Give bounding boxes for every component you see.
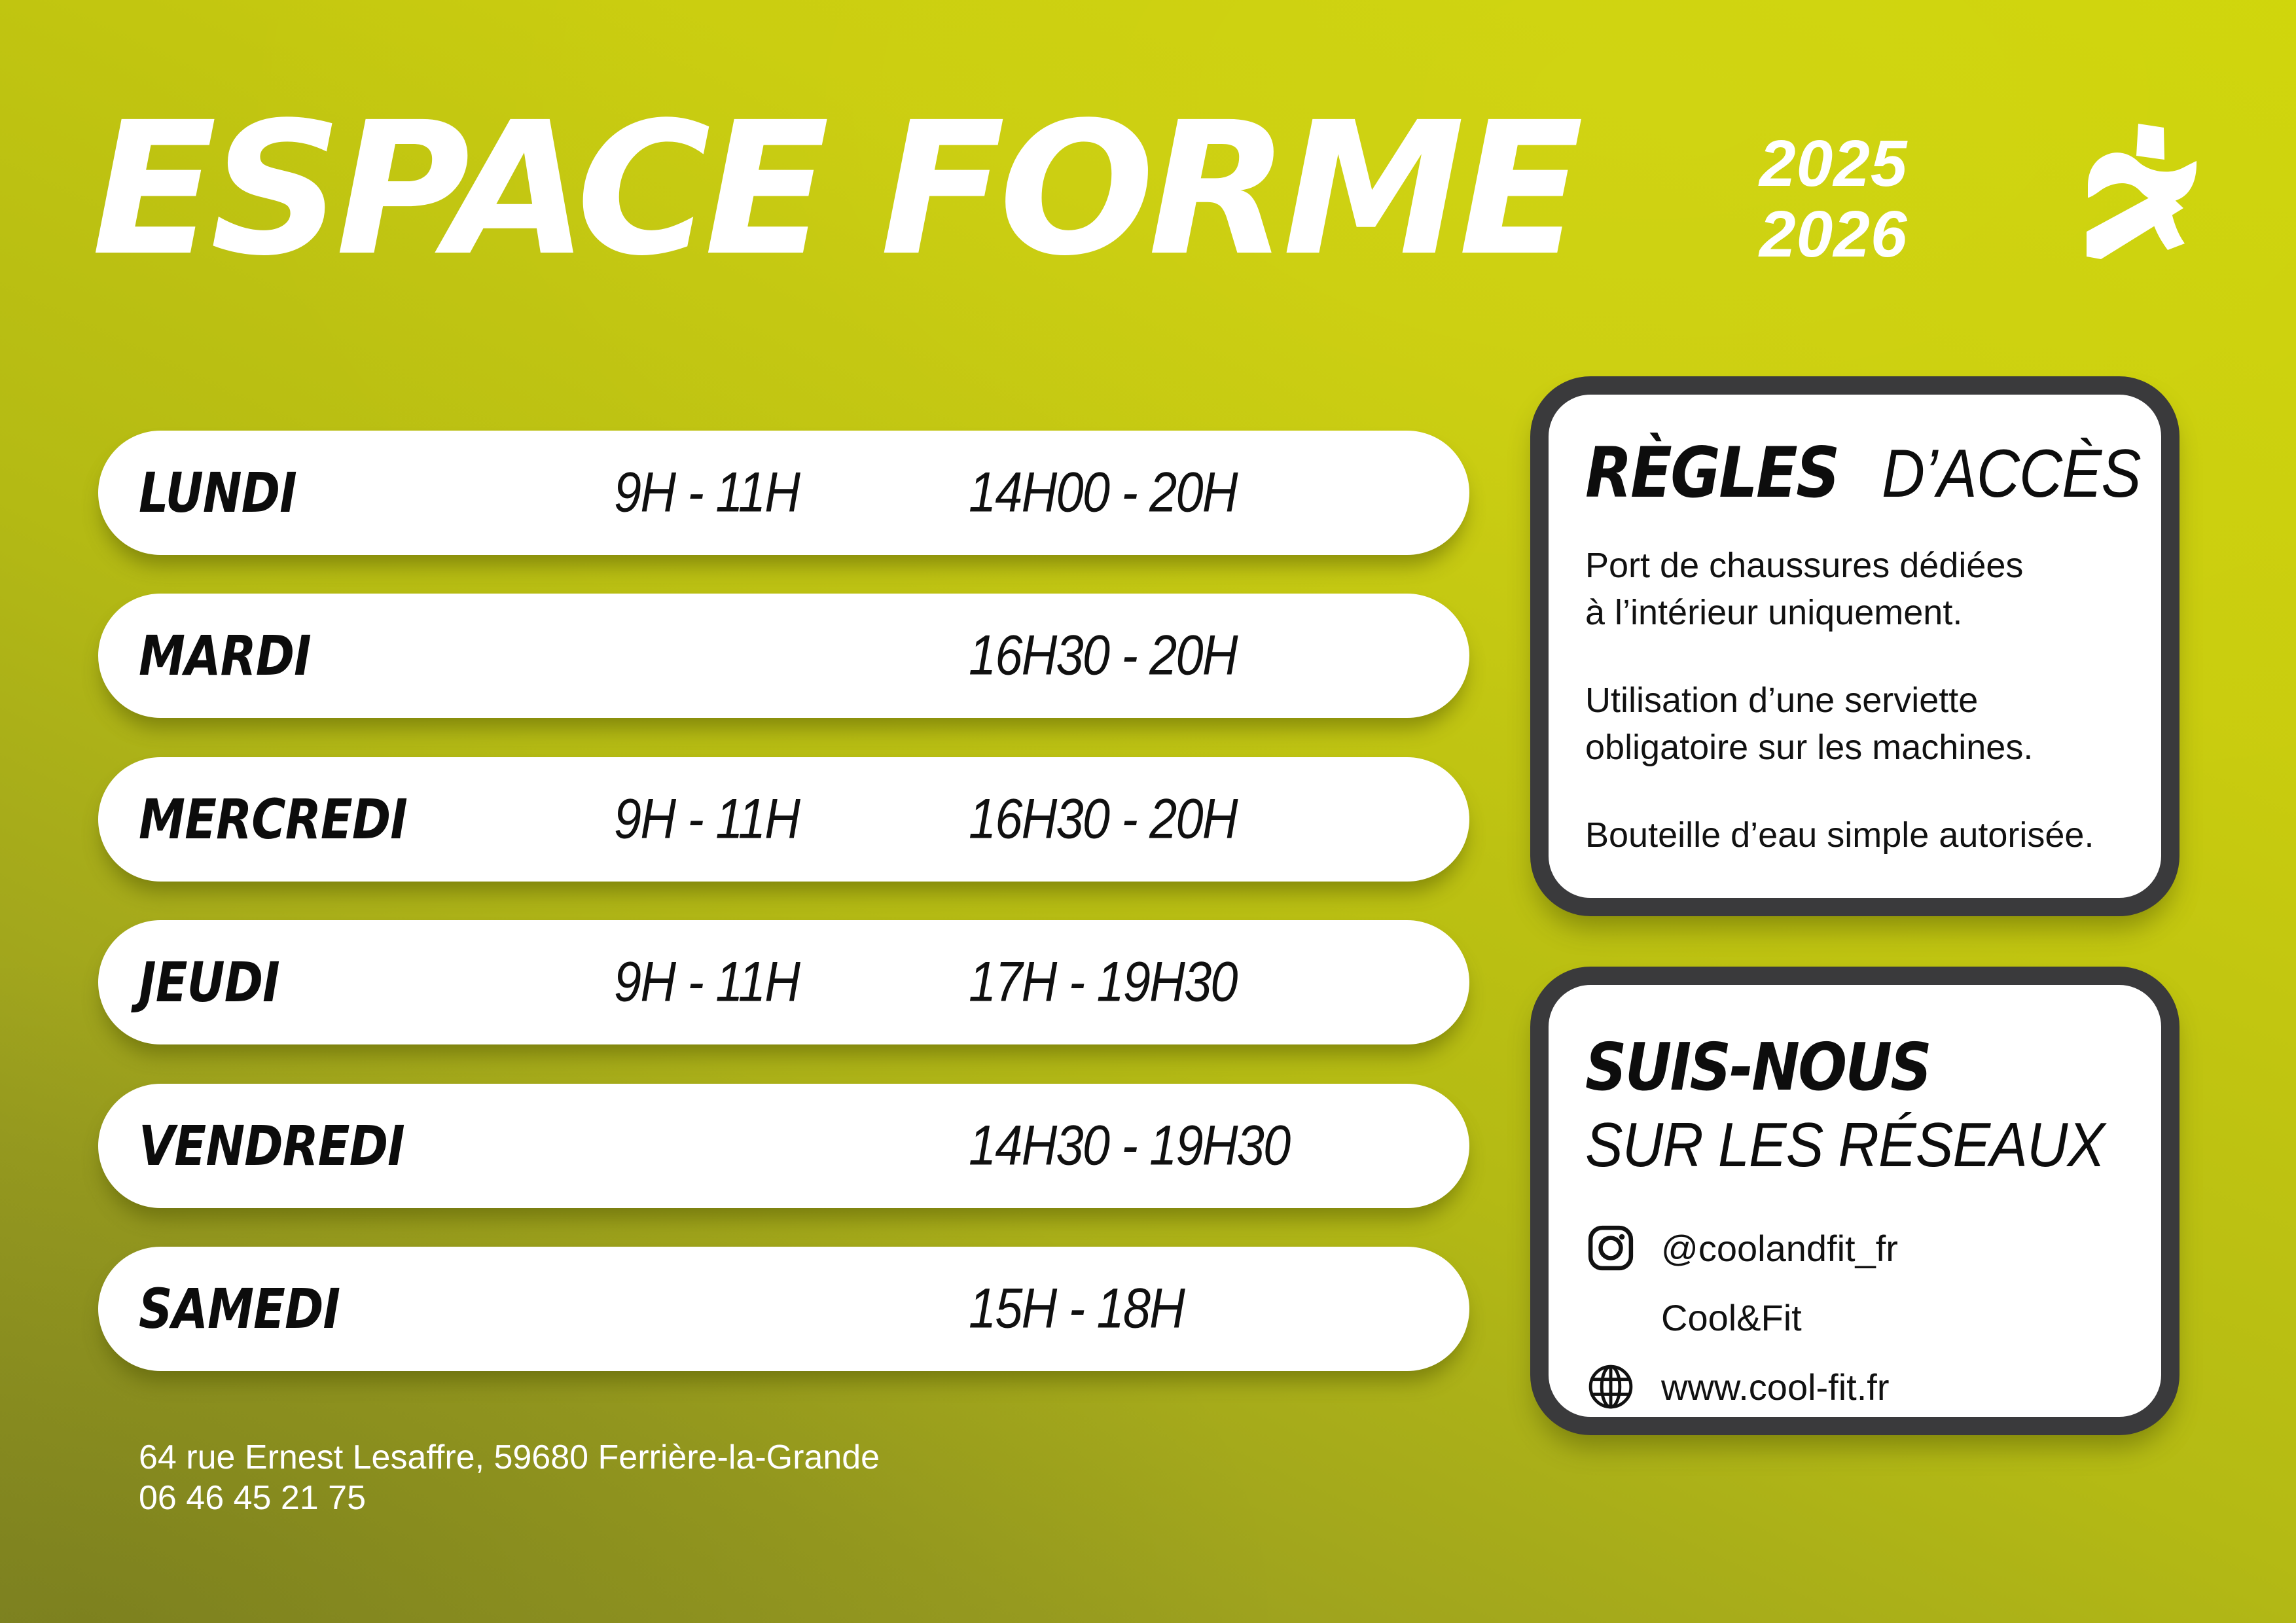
schedule-row-jeudi: JEUDI 9H - 11H 17H - 19H30 xyxy=(98,920,1469,1044)
rules-title-light: D’ACCÈS xyxy=(1882,436,2141,512)
social-links: @coolandfit_fr Cool&Fit www.cool-fit.fr xyxy=(1585,1222,2128,1413)
day-label: LUNDI xyxy=(139,461,297,525)
phone-number: 06 46 45 21 75 xyxy=(139,1479,366,1517)
instagram-handle: @coolandfit_fr xyxy=(1661,1227,1898,1269)
season-year-1: 2025 xyxy=(1759,127,1908,200)
day-label: VENDREDI xyxy=(139,1114,405,1178)
morning-hours: 9H - 11H xyxy=(614,950,800,1014)
rules-card-title: RÈGLES D’ACCÈS xyxy=(1585,433,2142,513)
website-item: www.cool-fit.fr xyxy=(1585,1361,2128,1413)
evening-hours: 15H - 18H xyxy=(969,1277,1185,1340)
rules-list: Port de chaussures dédiées à l’intérieur… xyxy=(1585,542,2128,859)
account-name: Cool&Fit xyxy=(1661,1296,1802,1338)
evening-hours: 17H - 19H30 xyxy=(969,950,1238,1014)
evening-hours: 16H30 - 20H xyxy=(969,624,1238,687)
morning-hours: 9H - 11H xyxy=(614,787,800,851)
rule-item: Utilisation d’une serviette obligatoire … xyxy=(1585,681,2034,767)
runner-logo-icon xyxy=(2087,124,2197,259)
schedule-row-lundi: LUNDI 9H - 11H 14H00 - 20H xyxy=(98,431,1469,555)
day-label: JEUDI xyxy=(139,950,280,1014)
schedule-row-vendredi: VENDREDI 14H30 - 19H30 xyxy=(98,1084,1469,1208)
address-line: 64 rue Ernest Lesaffre, 59680 Ferrière-l… xyxy=(139,1438,880,1476)
day-label: SAMEDI xyxy=(139,1277,340,1341)
morning-hours: 9H - 11H xyxy=(614,461,800,524)
schedule-row-mercredi: MERCREDI 9H - 11H 16H30 - 20H xyxy=(98,757,1469,882)
rule-item: Bouteille d’eau simple autorisée. xyxy=(1585,815,2094,855)
rule-item: Port de chaussures dédiées à l’intérieur… xyxy=(1585,546,2024,632)
schedule-row-mardi: MARDI 16H30 - 20H xyxy=(98,594,1469,718)
account-name-item: Cool&Fit xyxy=(1585,1291,2128,1344)
website-url: www.cool-fit.fr xyxy=(1661,1366,1890,1408)
social-card: SUIS-NOUS SUR LES RÉSEAUX @coolandfit_fr… xyxy=(1530,967,2179,1435)
schedule-row-samedi: SAMEDI 15H - 18H xyxy=(98,1247,1469,1371)
page-title: ESPACE FORME xyxy=(92,83,1584,296)
evening-hours: 14H00 - 20H xyxy=(969,461,1238,524)
access-rules-card: RÈGLES D’ACCÈS Port de chaussures dédiées… xyxy=(1530,376,2179,916)
day-label: MERCREDI xyxy=(139,787,408,851)
day-label: MARDI xyxy=(139,624,312,688)
globe-icon xyxy=(1585,1361,1661,1412)
evening-hours: 14H30 - 19H30 xyxy=(969,1114,1291,1177)
season-year-2: 2026 xyxy=(1759,198,1908,271)
evening-hours: 16H30 - 20H xyxy=(969,787,1238,851)
instagram-handle-item: @coolandfit_fr xyxy=(1585,1222,2128,1274)
social-card-subtitle: SUR LES RÉSEAUX xyxy=(1585,1110,2105,1180)
social-card-title: SUIS-NOUS xyxy=(1585,1029,1932,1105)
instagram-icon xyxy=(1585,1222,1661,1274)
season-years: 2025 2026 xyxy=(1759,128,1907,270)
contact-footer: 64 rue Ernest Lesaffre, 59680 Ferrière-l… xyxy=(139,1437,880,1518)
rules-title-bold: RÈGLES xyxy=(1585,433,1840,513)
